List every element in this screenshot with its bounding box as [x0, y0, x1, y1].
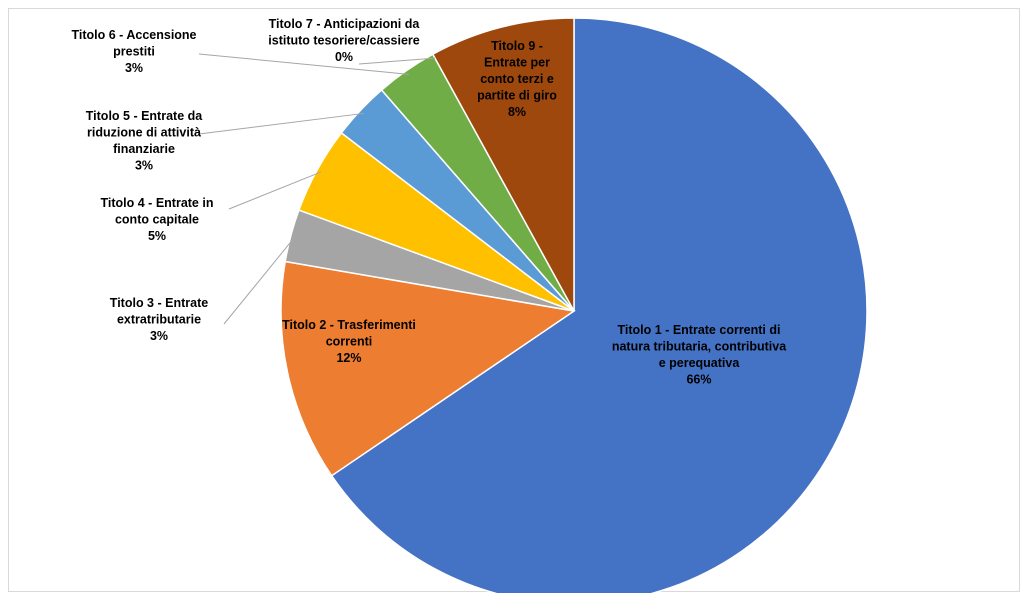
- leader-line-6: [198, 53, 409, 75]
- leader-lines: [198, 53, 436, 325]
- slice-name-line: finanziarie: [113, 142, 175, 156]
- slice-name-line: prestiti: [113, 45, 155, 59]
- slice-name-line: e perequativa: [659, 356, 741, 370]
- pie-slice-1: [330, 17, 868, 593]
- pie-chart: Titolo 1 - Entrate correnti di natura tri…: [71, 17, 868, 593]
- slice-percent: 8%: [508, 105, 526, 119]
- chart-area: Titolo 1 - Entrate correnti di natura tri…: [8, 8, 1020, 593]
- slice-percent: 3%: [125, 61, 143, 75]
- slice-name-line: conto terzi e: [480, 72, 554, 86]
- slice-percent: 5%: [148, 229, 166, 243]
- leader-line-3: [223, 236, 296, 325]
- slice-percent: 66%: [686, 373, 711, 387]
- leader-line-7: [358, 57, 436, 65]
- slice-name-line: extratributarie: [117, 313, 201, 327]
- slice-labels: Titolo 1 - Entrate correnti di natura tri…: [71, 17, 787, 387]
- slice-label-6: Titolo 6 - Accensione prestiti 3%: [71, 28, 196, 75]
- slice-label-1: Titolo 1 - Entrate correnti di natura tri…: [612, 323, 787, 387]
- slice-name-line: riduzione di attività: [87, 126, 201, 140]
- slice-label-4: Titolo 4 - Entrate in conto capitale 5%: [101, 196, 214, 243]
- slice-name-line: correnti: [326, 335, 373, 349]
- slice-percent: 3%: [150, 329, 168, 343]
- slice-name-line: partite di giro: [477, 89, 557, 103]
- leader-line-5: [198, 112, 364, 135]
- slice-name-line: conto capitale: [115, 213, 199, 227]
- slice-name-line: Titolo 4 - Entrate in: [101, 196, 214, 210]
- slice-name-line: natura tributaria, contributiva: [612, 340, 787, 354]
- slice-name-line: Titolo 5 - Entrate da: [86, 109, 203, 123]
- slice-percent: 0%: [335, 50, 353, 64]
- slice-percent: 12%: [336, 351, 361, 365]
- slice-label-2: Titolo 2 - Trasferimenti correnti 12%: [282, 318, 416, 365]
- slice-name-line: istituto tesoriere/cassiere: [268, 34, 420, 48]
- slice-name-line: Titolo 6 - Accensione: [71, 28, 196, 42]
- leader-line-4: [228, 171, 322, 210]
- slice-label-5: Titolo 5 - Entrate da riduzione di attivi…: [86, 109, 203, 173]
- slice-label-3: Titolo 3 - Entrate extratributarie 3%: [110, 296, 208, 343]
- slice-percent: 3%: [135, 159, 153, 173]
- slice-name-line: Titolo 7 - Anticipazioni da: [269, 17, 421, 31]
- slice-label-7: Titolo 7 - Anticipazioni da istituto teso…: [268, 17, 420, 64]
- pie-slice-8: [431, 17, 575, 312]
- slice-name-line: Titolo 9 -: [491, 39, 543, 53]
- slice-name-line: Entrate per: [484, 56, 550, 70]
- pie-slice-2: [280, 260, 576, 477]
- pie-slices: [280, 17, 868, 593]
- slice-name-line: Titolo 1 - Entrate correnti di: [618, 323, 781, 337]
- slice-name-line: Titolo 3 - Entrate: [110, 296, 208, 310]
- slice-label-8: Titolo 9 - Entrate per conto terzi e partit…: [477, 39, 557, 119]
- slice-name-line: Titolo 2 - Trasferimenti: [282, 318, 416, 332]
